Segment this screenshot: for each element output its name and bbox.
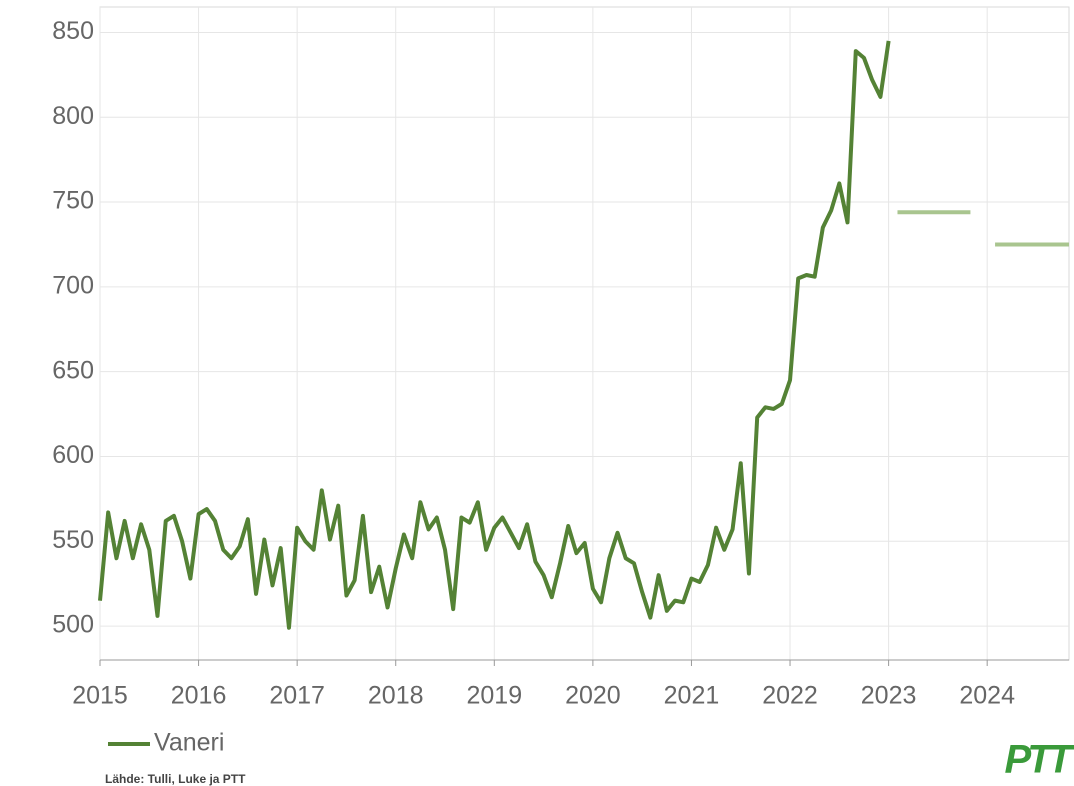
y-tick-label: 800 xyxy=(52,102,94,130)
x-tick-label: 2022 xyxy=(762,682,818,710)
plot-area xyxy=(99,6,1070,661)
x-tick-label: 2020 xyxy=(565,682,621,710)
y-tick-label: 550 xyxy=(52,526,94,554)
y-tick-label: 650 xyxy=(52,356,94,384)
x-tick-label: 2023 xyxy=(861,682,917,710)
y-tick-label: 850 xyxy=(52,17,94,45)
y-tick-label: 500 xyxy=(52,611,94,639)
x-tick-label: 2018 xyxy=(368,682,424,710)
x-tick-label: 2016 xyxy=(171,682,227,710)
x-tick-label: 2024 xyxy=(959,682,1015,710)
x-tick-label: 2021 xyxy=(664,682,720,710)
y-tick-label: 600 xyxy=(52,441,94,469)
y-tick-label: 700 xyxy=(52,271,94,299)
y-tick-label: 750 xyxy=(52,187,94,215)
data-line xyxy=(98,40,891,630)
source-note: Lähde: Tulli, Luke ja PTT xyxy=(105,772,246,786)
x-tick-label: 2017 xyxy=(269,682,325,710)
x-tick-label: 2015 xyxy=(72,682,128,710)
x-tick-label: 2019 xyxy=(466,682,522,710)
logo: PTT xyxy=(1004,738,1074,782)
legend-label: Vaneri xyxy=(154,729,224,757)
